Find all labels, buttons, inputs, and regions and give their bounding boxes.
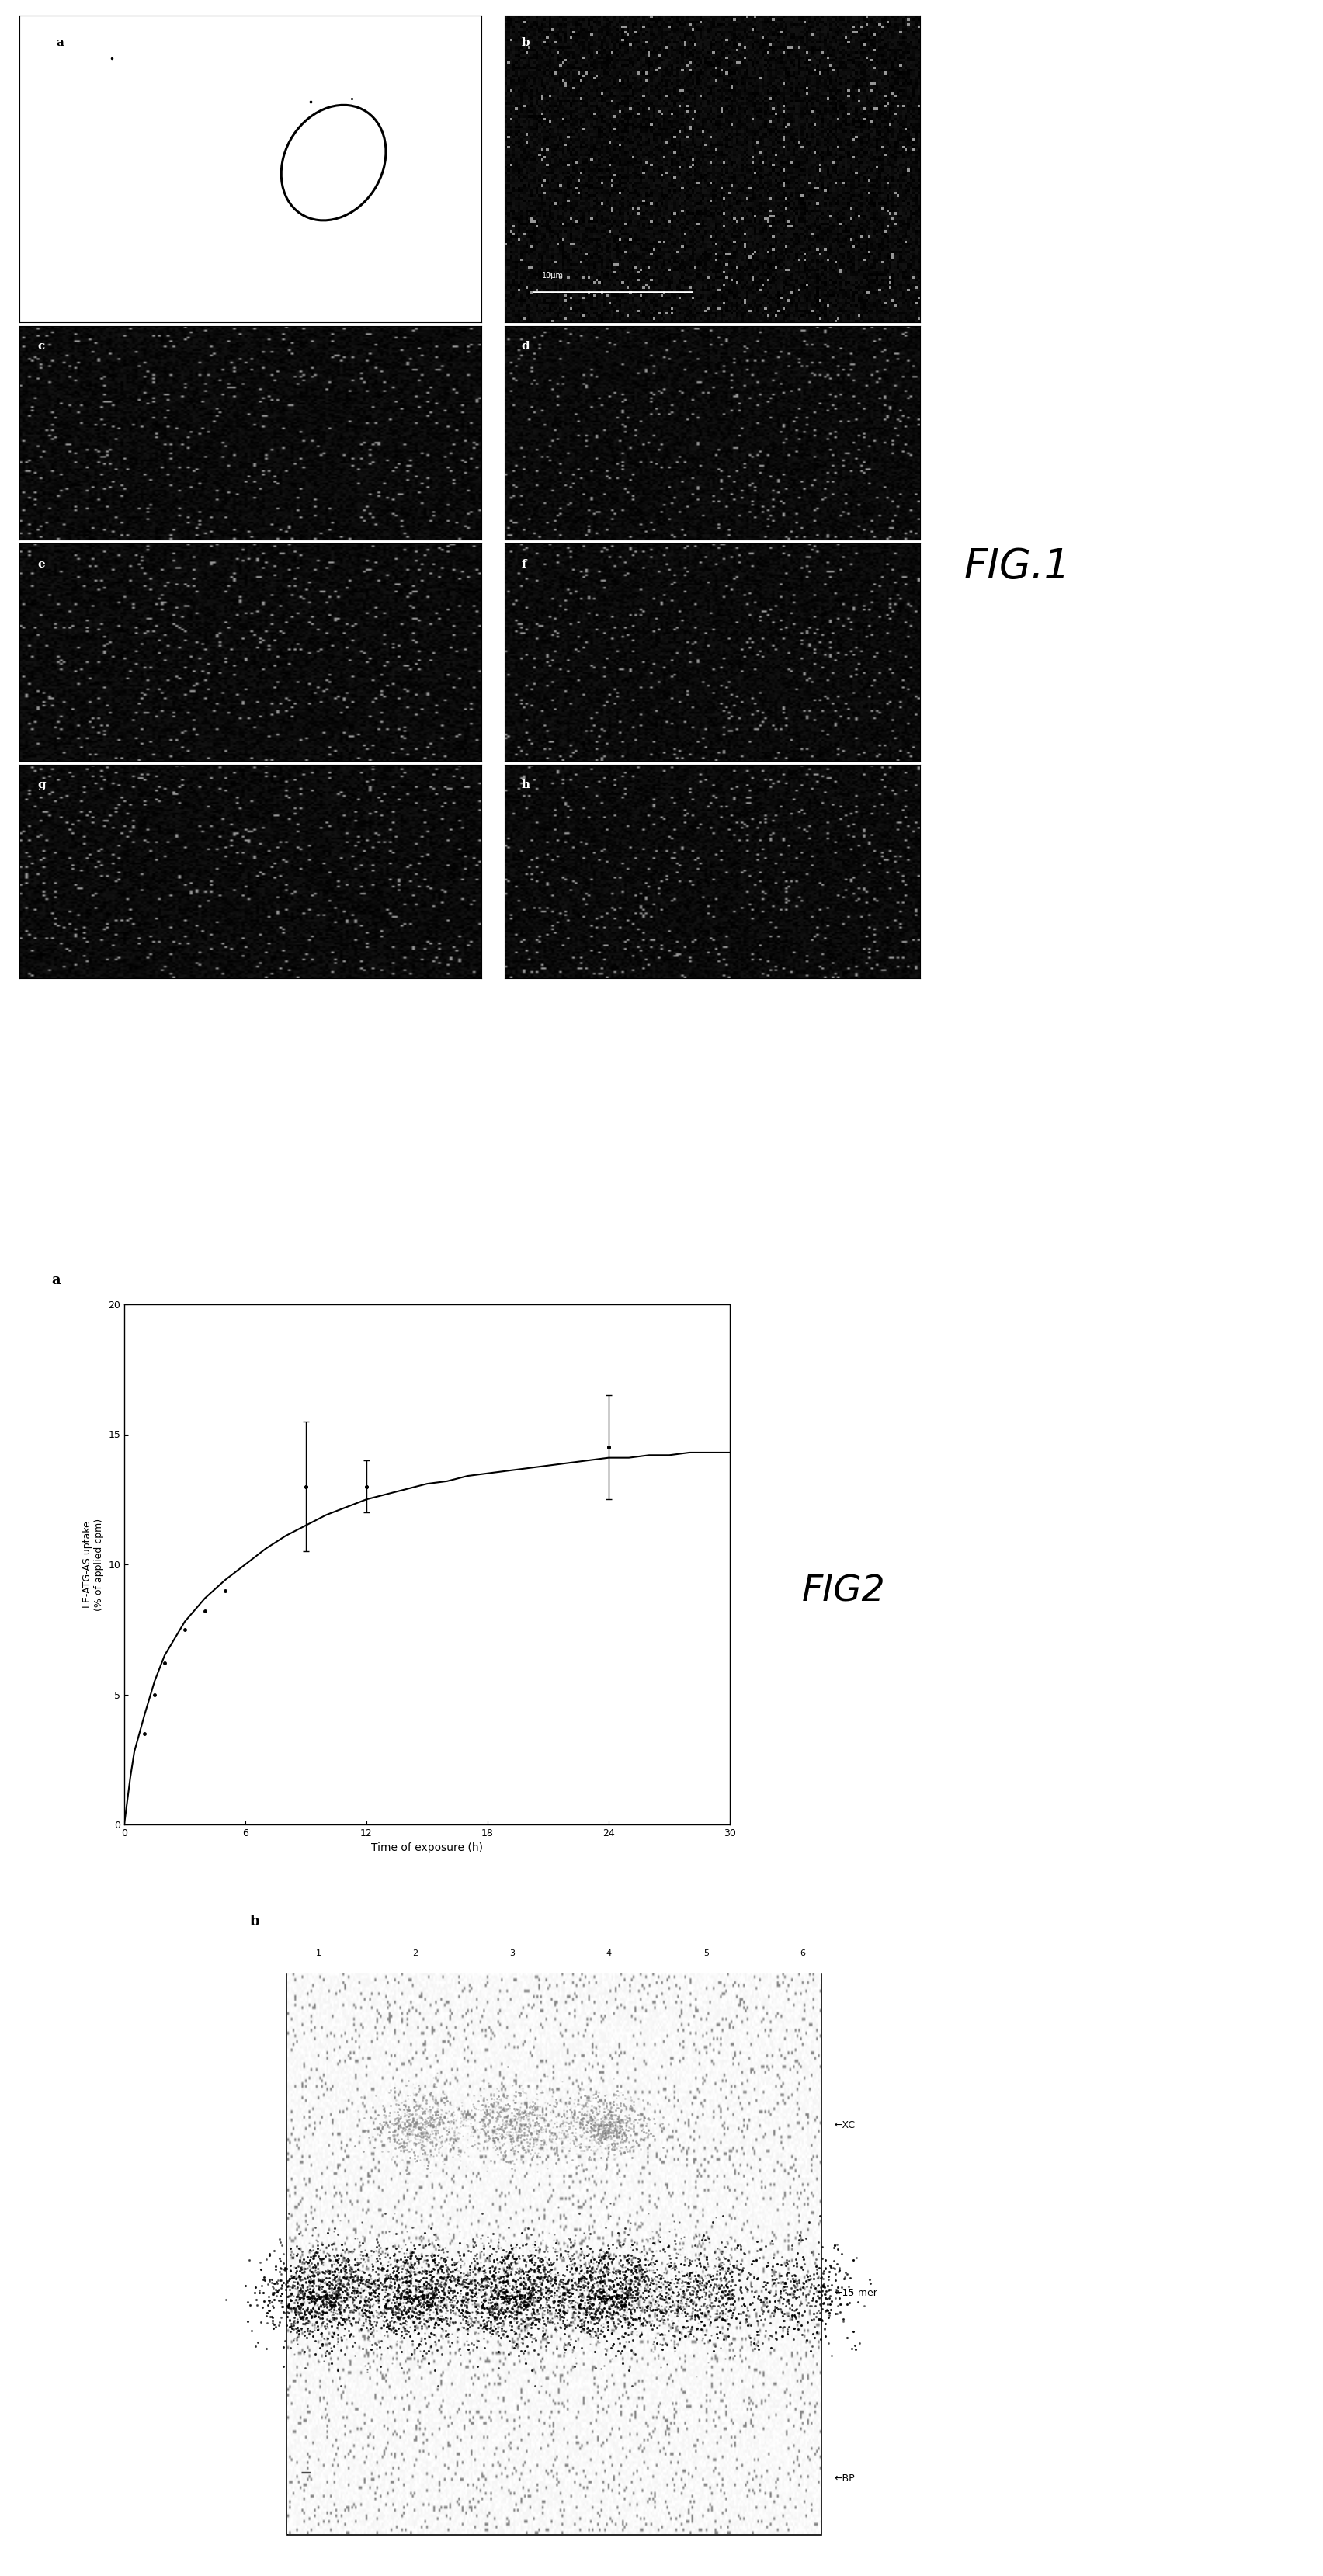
Text: g: g <box>38 781 46 791</box>
Text: FIG.1: FIG.1 <box>964 546 1070 587</box>
Text: 6: 6 <box>800 1950 806 1958</box>
Text: 4: 4 <box>606 1950 611 1958</box>
Text: 2: 2 <box>413 1950 418 1958</box>
X-axis label: Time of exposure (h): Time of exposure (h) <box>372 1842 483 1855</box>
Text: a: a <box>57 36 64 49</box>
Text: d: d <box>521 340 529 353</box>
Text: b: b <box>250 1914 259 1927</box>
Text: a: a <box>52 1273 61 1288</box>
Text: e: e <box>38 559 45 569</box>
Text: ←BP: ←BP <box>833 2473 855 2483</box>
Text: 10μm: 10μm <box>542 270 564 278</box>
Text: 3: 3 <box>509 1950 515 1958</box>
Text: ←XC: ←XC <box>833 2120 855 2130</box>
Text: 1: 1 <box>316 1950 321 1958</box>
Text: FIG2: FIG2 <box>802 1574 885 1610</box>
Text: b: b <box>521 36 529 49</box>
Text: 5: 5 <box>704 1950 709 1958</box>
Text: h: h <box>521 781 531 791</box>
Bar <box>287 1973 822 2535</box>
Text: ←15-mer: ←15-mer <box>833 2287 877 2298</box>
Y-axis label: LE-ATG-AS uptake
(% of applied cpm): LE-ATG-AS uptake (% of applied cpm) <box>82 1517 103 1610</box>
Text: c: c <box>38 340 45 353</box>
Text: f: f <box>521 559 527 569</box>
